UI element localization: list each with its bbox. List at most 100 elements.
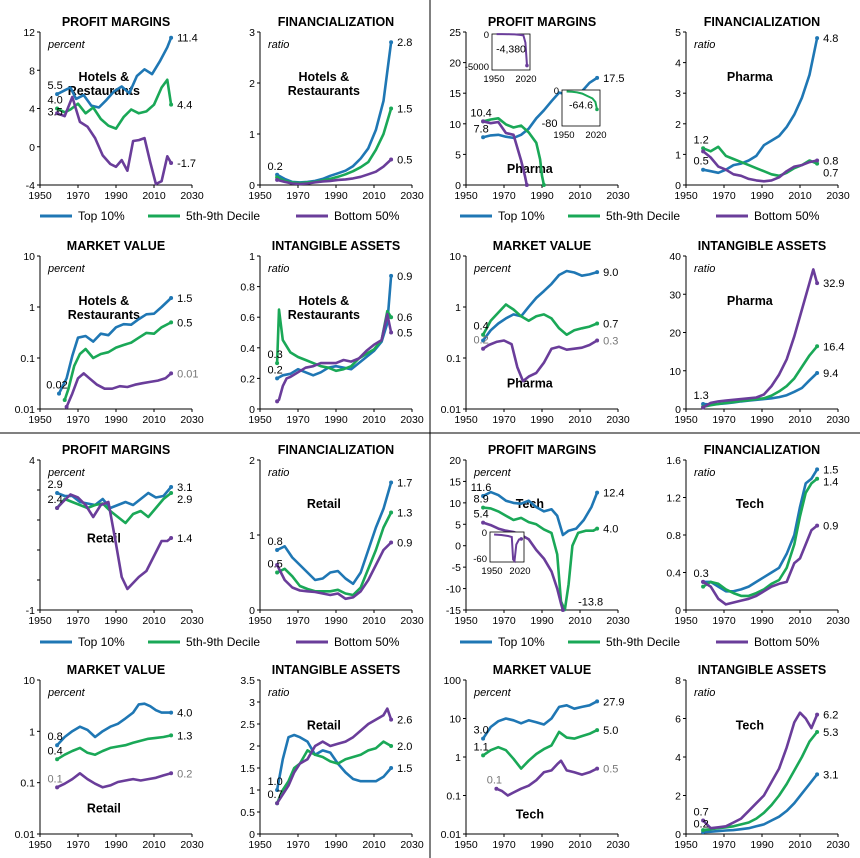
industry-label-line: Pharma: [507, 377, 554, 391]
start-marker-bottom: [701, 149, 706, 154]
start-marker-bottom: [64, 404, 69, 409]
panel-title: MARKET VALUE: [67, 663, 165, 677]
x-tick-label: 1990: [530, 615, 554, 627]
series-line-top10: [481, 269, 599, 342]
data-label: 1.5: [397, 763, 412, 775]
x-tick-label: 2030: [826, 615, 850, 627]
y-tick-label: 20: [669, 328, 681, 340]
start-marker-mid: [275, 361, 280, 366]
x-tick-label: 1970: [712, 414, 736, 426]
x-tick-label: 1990: [104, 190, 128, 202]
x-tick-label: 2030: [400, 190, 424, 202]
data-label: 5.0: [603, 725, 618, 737]
data-label: -13.8: [578, 597, 603, 609]
industry-label-line: Hotels &: [78, 70, 129, 84]
series-line-top10: [275, 481, 393, 586]
start-marker-mid: [55, 106, 60, 111]
industry-label: Pharma: [507, 377, 554, 391]
x-tick-label: 2030: [826, 839, 850, 851]
end-marker-top10: [815, 467, 820, 472]
series-line-mid: [55, 491, 173, 525]
industry-label-line: Restaurants: [68, 308, 140, 322]
start-marker-bottom: [701, 579, 706, 584]
x-tick-label: 2030: [180, 190, 204, 202]
data-label: 27.9: [603, 696, 624, 708]
data-label: 0.5: [397, 155, 412, 167]
inset-value: -64.6: [569, 100, 593, 112]
data-label: 4.0: [177, 708, 192, 720]
data-label: 5.5: [47, 80, 62, 92]
end-marker-top10: [169, 710, 174, 715]
data-label: 0.02: [46, 380, 67, 392]
end-marker-bottom: [389, 540, 394, 545]
start-marker-bottom: [494, 786, 499, 791]
data-label: 3.1: [823, 769, 838, 781]
series-line-bottom: [481, 521, 565, 612]
y-tick-label: 20: [449, 455, 461, 467]
data-label: 2.6: [397, 715, 412, 727]
data-label: 0.8: [823, 156, 838, 168]
y-tick-label: 5: [675, 27, 681, 39]
y-tick-label: 20: [449, 58, 461, 70]
unit-label: ratio: [268, 467, 289, 479]
series-line-bottom: [275, 541, 393, 601]
end-marker-top10: [389, 40, 394, 45]
start-marker-mid: [275, 570, 280, 575]
data-label: 0.2: [267, 161, 282, 173]
x-tick-label: 2010: [788, 615, 812, 627]
x-tick-label: 1970: [66, 190, 90, 202]
x-tick-label: 2010: [142, 615, 166, 627]
inset-line-bottom: [494, 533, 522, 564]
panel-title: FINANCIALIZATION: [278, 15, 394, 29]
inset-end-marker: [525, 63, 529, 68]
x-tick-label: 1990: [530, 190, 554, 202]
y-tick-label: -1: [26, 605, 35, 617]
start-marker-mid: [701, 146, 706, 151]
inset-chart: 0 1950 2020 -64.6: [553, 86, 606, 141]
data-label: 0.7: [823, 168, 838, 180]
end-marker-mid: [169, 491, 174, 495]
x-tick-label: 2030: [180, 414, 204, 426]
unit-label: ratio: [694, 263, 715, 275]
end-marker-top10: [389, 766, 394, 770]
end-marker-mid: [815, 344, 820, 349]
data-label: 1.3: [693, 390, 708, 402]
y-tick-label: -5: [452, 562, 461, 574]
data-label: 4.8: [823, 33, 838, 45]
data-label: 3.0: [473, 725, 488, 737]
unit-label: percent: [47, 39, 86, 51]
end-marker-top10: [595, 75, 600, 80]
start-marker-bottom: [701, 818, 706, 823]
y-tick-label: 1: [29, 302, 35, 314]
x-tick-label: 1970: [66, 839, 90, 851]
y-tick-label: 100: [443, 675, 461, 687]
series-line-mid: [275, 308, 393, 373]
y-tick-label: 1.5: [240, 763, 255, 775]
start-marker-top10: [701, 167, 706, 172]
legend-label-mid: 5th-9th Decile: [606, 635, 680, 649]
y-tick-label: 2.5: [240, 719, 255, 731]
x-tick-label: 1970: [492, 190, 516, 202]
data-label: 11.4: [177, 33, 198, 45]
y-tick-label: 1: [249, 251, 255, 263]
start-marker-top10: [55, 743, 60, 748]
end-marker-top10: [169, 296, 174, 301]
x-tick-label: 1970: [712, 839, 736, 851]
unit-label: ratio: [268, 263, 289, 275]
industry-label-line: Retail: [87, 801, 121, 815]
y-tick-label: 0.4: [666, 568, 681, 580]
data-label: 16.4: [823, 341, 844, 353]
start-marker-bottom: [275, 801, 280, 806]
x-tick-label: 2010: [142, 839, 166, 851]
series-line-mid: [481, 506, 599, 612]
y-tick-label: 10: [449, 714, 461, 726]
start-marker-bottom: [55, 111, 60, 116]
y-tick-label: 2: [675, 791, 681, 803]
end-marker-mid: [595, 321, 600, 326]
